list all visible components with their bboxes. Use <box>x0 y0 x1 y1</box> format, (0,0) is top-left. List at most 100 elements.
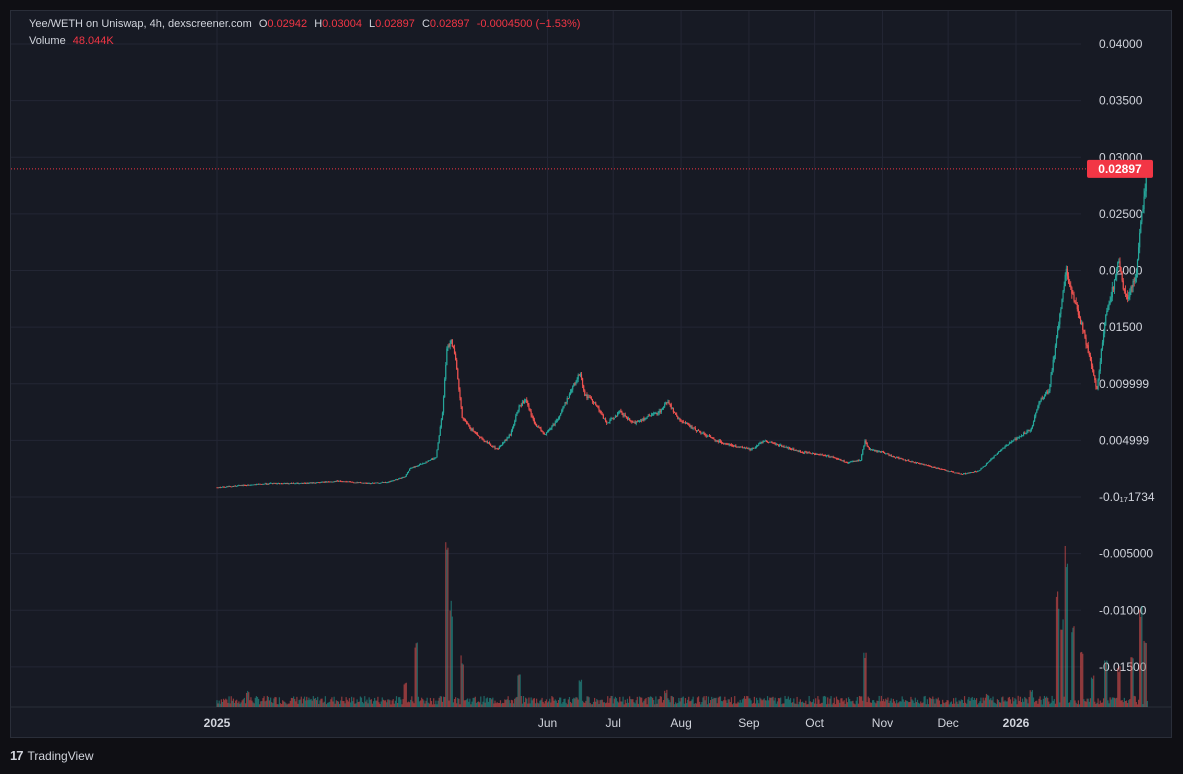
volume-bar <box>1133 695 1135 707</box>
volume-bar <box>895 703 897 707</box>
volume-bar <box>1065 567 1067 707</box>
volume-bar <box>931 698 933 707</box>
candle-body <box>239 485 241 487</box>
candle-body <box>708 435 711 437</box>
candle-body <box>974 471 977 473</box>
volume-bar <box>841 698 843 707</box>
volume-bar <box>994 703 996 707</box>
candle-body <box>477 435 480 437</box>
volume-bar <box>419 700 422 707</box>
volume-bar <box>861 696 863 707</box>
high-value: 0.03004 <box>322 18 362 30</box>
candle-body <box>368 483 370 484</box>
volume-bar <box>681 697 683 707</box>
volume-bar <box>963 696 966 707</box>
candle-body <box>786 446 788 449</box>
candle-body <box>819 454 821 456</box>
candle-body <box>354 482 356 484</box>
candle-body <box>1075 302 1077 305</box>
candle-body <box>656 413 658 415</box>
volume-bar <box>495 703 497 707</box>
candle-body <box>623 414 625 416</box>
volume-bar <box>736 703 738 707</box>
candle-body <box>309 482 311 484</box>
volume-bar <box>896 699 898 707</box>
volume-bar <box>1118 672 1120 707</box>
candle-body <box>1017 437 1019 439</box>
volume-value: 48.044K <box>72 35 114 47</box>
tradingview-logo[interactable]: 17 TradingView <box>10 748 94 763</box>
volume-bar <box>859 696 862 707</box>
volume-bar <box>1031 690 1034 707</box>
candle-body <box>416 466 418 467</box>
candle-body <box>924 464 926 466</box>
volume-bar <box>979 701 981 707</box>
candle-body <box>758 443 760 446</box>
candle-body <box>276 483 278 485</box>
chart-panel[interactable]: 0.040000.035000.030000.025000.020000.015… <box>10 10 1172 738</box>
volume-bar <box>908 702 910 707</box>
volume-bar <box>814 703 816 707</box>
candle-body <box>854 460 856 462</box>
volume-bar <box>316 700 318 707</box>
candle-body <box>682 421 684 424</box>
candle-body <box>488 442 491 445</box>
volume-bar <box>296 696 298 707</box>
volume-bar <box>986 694 989 707</box>
volume-bar <box>938 700 940 707</box>
candle-body <box>620 410 622 413</box>
volume-bar <box>618 702 620 707</box>
price-chart[interactable]: 0.040000.035000.030000.025000.020000.015… <box>11 11 1171 737</box>
volume-bar <box>653 700 655 707</box>
volume-bar <box>695 703 697 707</box>
candle-body <box>573 383 575 387</box>
candle-body <box>863 445 865 450</box>
volume-bar <box>382 699 384 707</box>
candle-body <box>367 483 369 484</box>
volume-bar <box>487 701 490 707</box>
volume-bar <box>496 702 498 707</box>
candle-body <box>334 481 336 483</box>
candle-body <box>909 461 911 463</box>
volume-bar <box>337 701 340 707</box>
volume-bar <box>1025 698 1027 707</box>
volume-bar <box>460 655 462 707</box>
volume-bar <box>741 699 743 707</box>
volume-bar <box>374 697 376 707</box>
volume-bar <box>866 702 868 707</box>
volume-bar <box>989 699 991 707</box>
candle-body <box>1047 391 1049 393</box>
volume-bar <box>1050 702 1052 707</box>
candle-body <box>508 434 510 438</box>
candle-body <box>994 454 996 456</box>
volume-bar <box>890 698 892 707</box>
candle-body <box>693 427 695 429</box>
volume-bar <box>947 700 949 707</box>
volume-bar <box>806 704 808 707</box>
candle-body <box>747 448 749 450</box>
candle-body <box>970 472 972 473</box>
volume-bar <box>676 703 678 707</box>
volume-bar <box>888 703 890 707</box>
volume-bar <box>391 700 393 707</box>
candle-body <box>869 449 872 451</box>
volume-bar <box>763 698 765 707</box>
volume-bar <box>1137 699 1140 707</box>
candle-body <box>841 460 843 462</box>
candle-body <box>794 450 796 451</box>
volume-bar <box>468 701 470 707</box>
volume-bar <box>981 703 983 707</box>
volume-bar <box>329 701 331 707</box>
volume-bar <box>649 696 652 707</box>
candle-body <box>469 425 471 429</box>
candle-body <box>880 451 882 453</box>
volume-bar <box>1029 690 1031 707</box>
time-tick-label: Nov <box>872 716 893 730</box>
candle-body <box>753 447 756 449</box>
volume-bar <box>898 702 900 707</box>
candle-body <box>649 415 652 417</box>
volume-bar <box>945 702 947 707</box>
candle-body <box>927 465 930 467</box>
volume-bar <box>366 699 368 707</box>
volume-bar <box>549 698 551 707</box>
